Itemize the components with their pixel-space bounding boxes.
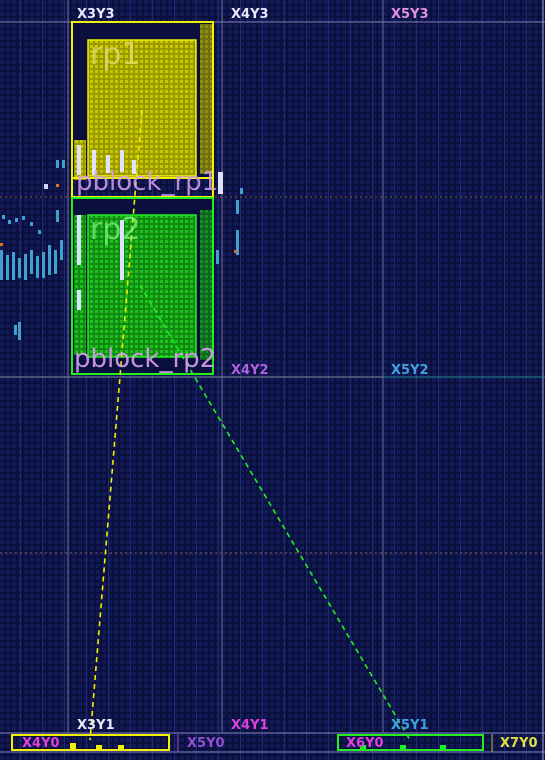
clock-region-label: X4Y1 [231, 718, 269, 733]
clock-region-label: X5Y2 [391, 363, 429, 378]
clock-region-label-bottom: X5Y0 [187, 736, 225, 751]
pblock-rp2-region [71, 197, 214, 375]
net-line-rp2 [139, 284, 411, 741]
clock-region-label: X4Y3 [231, 7, 269, 22]
clock-region-label: X5Y1 [391, 718, 429, 733]
net-line-rp1 [89, 109, 143, 741]
clock-region-label-bottom: X4Y0 [22, 736, 60, 751]
pblock-rp1-name[interactable]: rp1 [90, 37, 141, 72]
clock-region-label: X3Y3 [77, 7, 115, 22]
bottom-pblock-yellow [11, 734, 170, 751]
pblock-rp2-label[interactable]: pblock_rp2 [74, 344, 217, 374]
clock-region-label-bottom: X7Y0 [500, 736, 538, 751]
clock-region-label: X4Y2 [231, 363, 269, 378]
bottom-pblock-green [337, 734, 484, 751]
pblock-rp2-name[interactable]: rp2 [90, 212, 141, 247]
clock-region-label-bottom: X6Y0 [346, 736, 384, 751]
clock-region-label: X5Y3 [391, 7, 429, 22]
placed-cells [0, 160, 243, 340]
pblock-rp1-label[interactable]: pblock_rp1 [76, 167, 219, 197]
clock-region-label: X3Y1 [77, 718, 115, 733]
